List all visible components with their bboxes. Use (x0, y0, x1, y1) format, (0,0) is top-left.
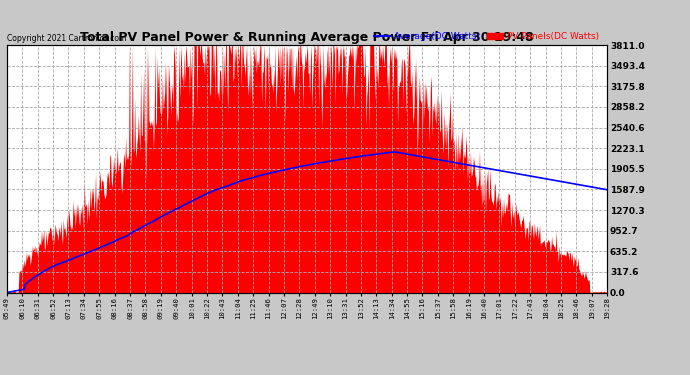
Legend: Average(DC Watts), PV Panels(DC Watts): Average(DC Watts), PV Panels(DC Watts) (371, 28, 602, 45)
Title: Total PV Panel Power & Running Average Power Fri Apr 30 19:48: Total PV Panel Power & Running Average P… (80, 31, 534, 44)
Text: Copyright 2021 Cartronics.com: Copyright 2021 Cartronics.com (7, 33, 126, 42)
